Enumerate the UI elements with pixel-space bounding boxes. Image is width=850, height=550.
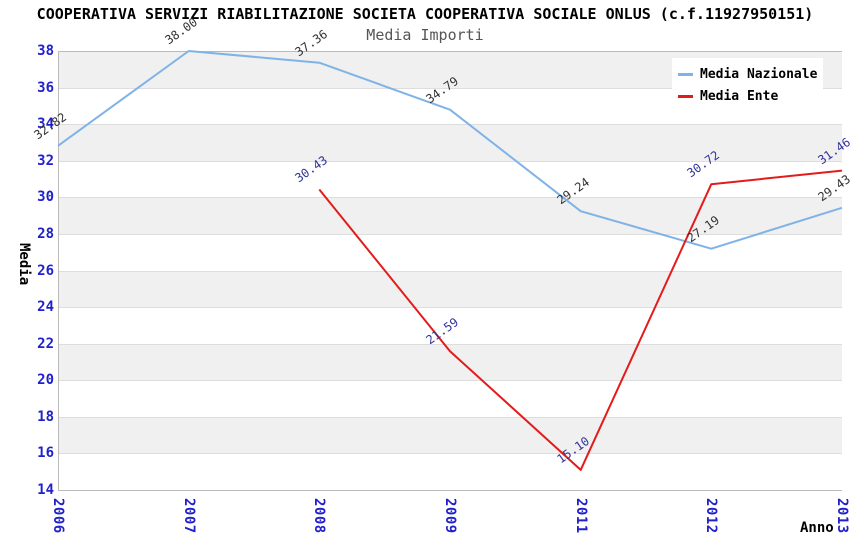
legend-item-label: Media Nazionale — [700, 66, 818, 82]
gridline — [58, 380, 842, 382]
y-tick-label: 36 — [37, 79, 54, 96]
legend: Media Nazionale Media Ente — [672, 58, 824, 112]
y-tick-label: 18 — [37, 408, 54, 425]
gridline — [58, 124, 842, 126]
gridline — [58, 343, 842, 345]
gridline — [58, 160, 842, 162]
y-axis-line — [58, 51, 59, 490]
y-tick-label: 32 — [37, 152, 54, 169]
y-tick-label: 38 — [37, 43, 54, 59]
y-tick-label: 26 — [37, 262, 54, 279]
legend-item-media-nazionale: Media Nazionale — [678, 63, 817, 85]
y-tick-label: 30 — [37, 189, 54, 206]
chart-subtitle: Media Importi — [366, 26, 484, 44]
plot-shaded-band — [58, 416, 842, 454]
gridline — [58, 51, 842, 52]
x-axis-title: Anno — [800, 520, 834, 536]
x-tick-label: 2007 — [180, 498, 197, 534]
y-tick-label: 22 — [37, 335, 54, 352]
media-ente-line-marker — [678, 94, 693, 98]
x-tick-label: 2008 — [311, 498, 328, 534]
y-tick-label: 16 — [37, 445, 54, 462]
legend-item-media-ente: Media Ente — [678, 85, 817, 107]
legend-item-label: Media Ente — [700, 88, 779, 104]
chart-title: COOPERATIVA SERVIZI RIABILITAZIONE SOCIE… — [36, 5, 814, 23]
plot-shaded-band — [58, 270, 842, 308]
gridline — [58, 270, 842, 272]
x-tick-label: 2009 — [442, 498, 458, 534]
gridline — [58, 453, 842, 455]
plot-shaded-band — [58, 197, 842, 234]
x-tick-label: 2011 — [572, 498, 589, 534]
y-tick-label: 28 — [37, 225, 54, 242]
gridline — [58, 416, 842, 418]
y-tick-label: 24 — [37, 299, 54, 316]
gridline — [58, 197, 842, 199]
plot-shaded-band — [58, 343, 842, 381]
gridline — [58, 307, 842, 309]
x-axis-line — [58, 490, 842, 491]
plot-shaded-band — [58, 124, 842, 161]
y-tick-label: 14 — [37, 482, 54, 498]
y-tick-label: 20 — [37, 372, 54, 389]
x-tick-label: 2013 — [834, 498, 850, 534]
media-nazionale-line-marker — [678, 72, 693, 76]
y-tick-label: 34 — [37, 116, 54, 133]
x-tick-label: 2012 — [703, 498, 720, 534]
gridline — [58, 233, 842, 235]
x-tick-label: 2006 — [50, 498, 66, 534]
